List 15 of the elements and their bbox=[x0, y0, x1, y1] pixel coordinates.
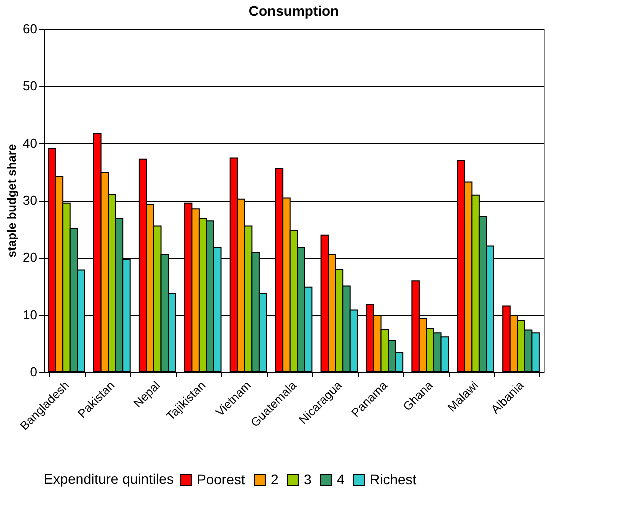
legend-label: Richest bbox=[370, 471, 417, 488]
legend-title: Expenditure quintiles bbox=[44, 471, 174, 487]
y-tick-label: 40 bbox=[23, 136, 38, 151]
y-tick-label: 30 bbox=[23, 193, 38, 208]
legend-label: 4 bbox=[337, 471, 345, 488]
chart-title: Consumption bbox=[248, 3, 340, 19]
y-tick-label: 20 bbox=[23, 250, 38, 266]
y-tick-label: 0 bbox=[30, 364, 38, 380]
legend-label: Poorest bbox=[197, 471, 246, 488]
legend-label: 2 bbox=[271, 471, 279, 488]
y-axis-title: staple budget share bbox=[5, 144, 20, 258]
legend-label: 3 bbox=[304, 471, 312, 488]
y-tick-label: 10 bbox=[23, 307, 38, 322]
y-tick-label: 60 bbox=[23, 22, 38, 36]
y-tick-label: 50 bbox=[23, 78, 38, 94]
